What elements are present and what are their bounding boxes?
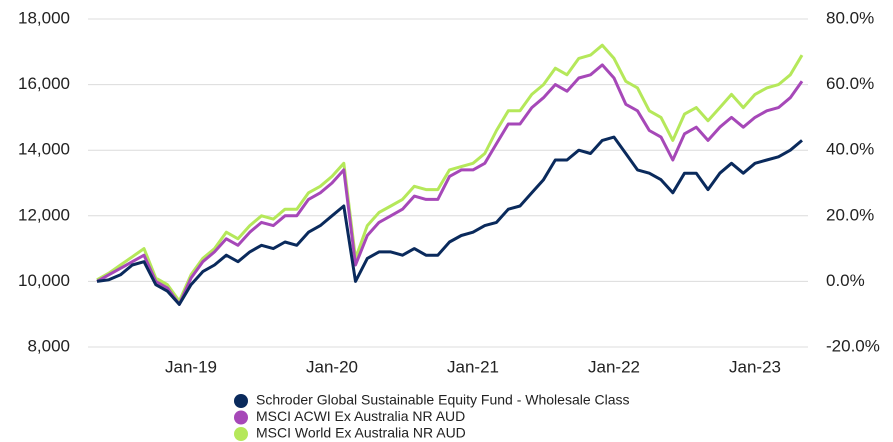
y-tick-label: 16,000 [18, 74, 70, 93]
y-tick-label: 14,000 [18, 140, 70, 159]
legend-marker [234, 410, 248, 425]
y2-tick-label: 0.0% [826, 271, 865, 290]
y-tick-label: 10,000 [18, 271, 70, 290]
legend-label: MSCI ACWI Ex Australia NR AUD [256, 408, 465, 424]
series-line [96, 63, 804, 306]
y2-tick-label: -20.0% [826, 336, 880, 355]
y2-tick-label: 80.0% [826, 8, 874, 27]
x-tick-label: Jan-23 [729, 357, 781, 376]
legend-marker [234, 394, 248, 408]
y2-tick-label: 60.0% [826, 74, 874, 93]
legend-marker [234, 427, 248, 441]
legend-label: Schroder Global Sustainable Equity Fund … [256, 392, 630, 408]
y-tick-label: 18,000 [18, 8, 70, 27]
y-tick-label: 8,000 [27, 336, 70, 355]
series-line [96, 43, 804, 303]
y2-tick-label: 20.0% [826, 205, 874, 224]
y2-tick-label: 40.0% [826, 140, 874, 159]
y-tick-label: 12,000 [18, 205, 70, 224]
x-tick-label: Jan-22 [588, 357, 640, 376]
legend-label: MSCI World Ex Australia NR AUD [256, 425, 466, 441]
series-line [96, 135, 803, 306]
legend: Schroder Global Sustainable Equity Fund … [234, 392, 630, 441]
x-tick-label: Jan-21 [447, 357, 499, 376]
x-tick-label: Jan-20 [306, 357, 358, 376]
x-tick-label: Jan-19 [165, 357, 217, 376]
